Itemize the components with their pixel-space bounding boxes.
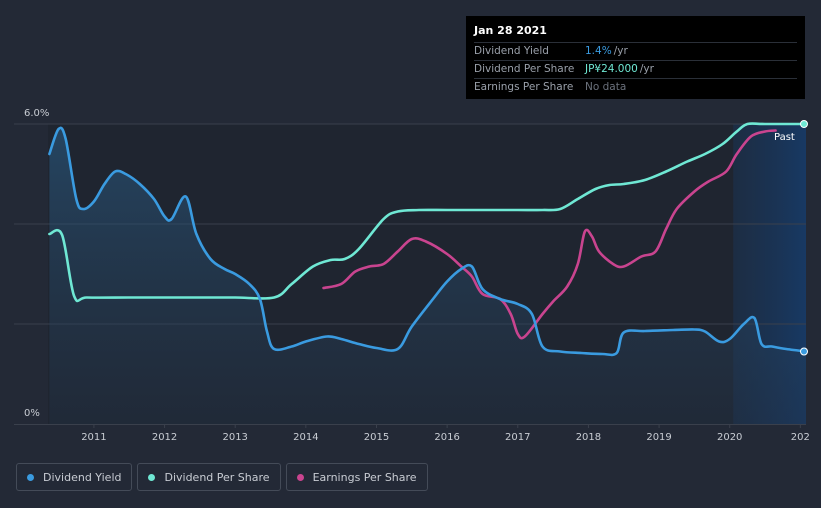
legend-label: Earnings Per Share bbox=[312, 470, 417, 484]
legend-dot-icon bbox=[296, 473, 304, 481]
legend-label: Dividend Yield bbox=[43, 470, 122, 484]
x-tick-label: 202 bbox=[791, 432, 810, 443]
y-label-bottom: 0% bbox=[24, 408, 40, 419]
legend: Dividend Yield Dividend Per Share Earnin… bbox=[16, 463, 428, 491]
dividend-yield-line bbox=[48, 126, 808, 357]
tooltip-row-dividend-yield: Dividend Yield 1.4% /yr bbox=[474, 42, 797, 60]
dividend-yield-area bbox=[49, 127, 806, 424]
x-tick-label: 2017 bbox=[505, 432, 530, 443]
dividend-per-share-line bbox=[48, 122, 808, 303]
tooltip: Jan 28 2021 Dividend Yield 1.4% /yr Divi… bbox=[466, 16, 805, 99]
tooltip-unit: /yr bbox=[639, 63, 654, 75]
x-tick-label: 2011 bbox=[81, 432, 106, 443]
tooltip-date: Jan 28 2021 bbox=[474, 24, 547, 37]
tooltip-row-earnings-per-share: Earnings Per Share No data bbox=[474, 78, 797, 96]
tooltip-label: Dividend Yield bbox=[474, 45, 549, 57]
dividend-yield-endpoint bbox=[800, 347, 808, 356]
x-tick-label: 2014 bbox=[293, 432, 318, 443]
tooltip-label: Dividend Per Share bbox=[474, 63, 575, 75]
past-label: Past bbox=[774, 132, 795, 143]
x-tick-label: 2018 bbox=[576, 432, 601, 443]
legend-item-dividend-per-share[interactable]: Dividend Per Share bbox=[137, 463, 281, 491]
x-tick-label: 2020 bbox=[717, 432, 742, 443]
legend-dot-icon bbox=[27, 473, 34, 481]
x-tick-label: 2012 bbox=[152, 432, 177, 443]
x-tick-label: 2016 bbox=[434, 432, 459, 443]
tooltip-label: Earnings Per Share bbox=[474, 81, 574, 93]
tooltip-row-dividend-per-share: Dividend Per Share JP¥24.000 /yr bbox=[474, 60, 797, 78]
tooltip-value: 1.4% bbox=[585, 45, 612, 57]
x-tick-label: 2019 bbox=[646, 432, 671, 443]
y-label-top: 6.0% bbox=[24, 108, 49, 119]
x-tick-label: 2013 bbox=[222, 432, 247, 443]
earnings-per-share-line bbox=[322, 129, 777, 340]
legend-item-dividend-yield[interactable]: Dividend Yield bbox=[16, 463, 133, 491]
tooltip-value: JP¥24.000 bbox=[585, 63, 638, 75]
legend-dot-icon bbox=[148, 473, 156, 481]
tooltip-unit: /yr bbox=[613, 45, 628, 57]
dividend-per-share-endpoint bbox=[800, 120, 808, 128]
legend-label: Dividend Per Share bbox=[164, 470, 270, 484]
tooltip-value: No data bbox=[585, 81, 627, 93]
legend-item-earnings-per-share[interactable]: Earnings Per Share bbox=[285, 463, 428, 491]
x-tick-label: 2015 bbox=[364, 432, 389, 443]
